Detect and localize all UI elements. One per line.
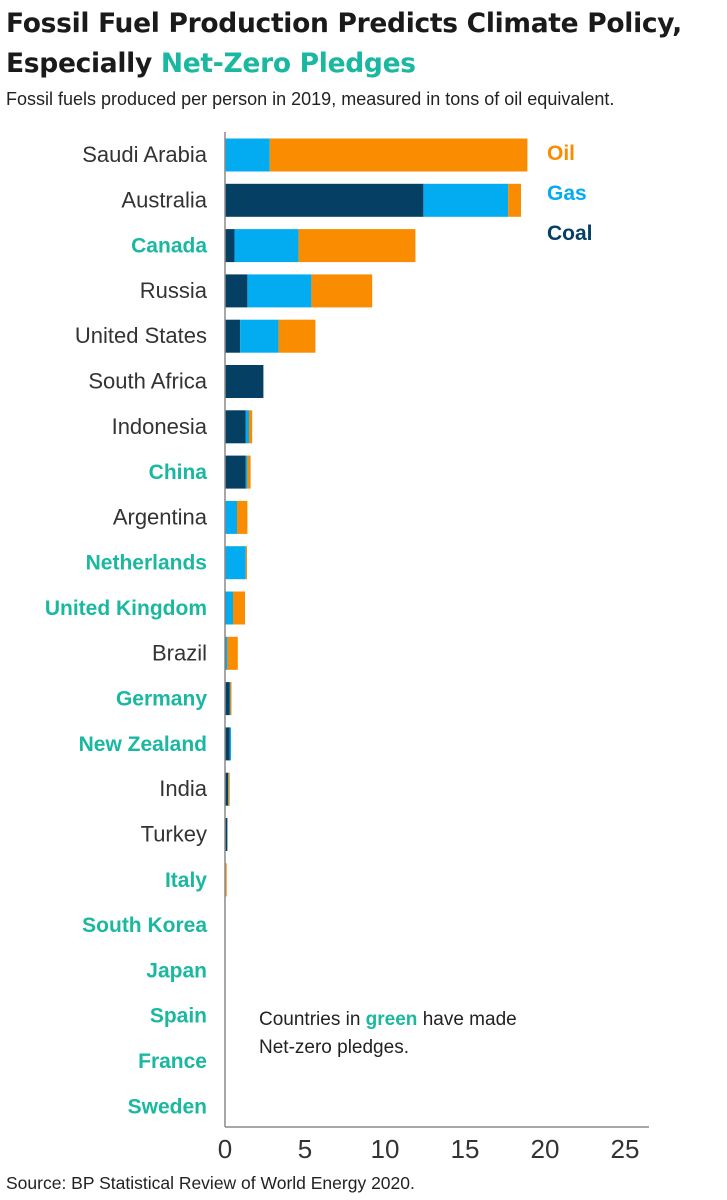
category-label-italy: Italy — [165, 869, 207, 892]
bar-new-zealand-gas — [229, 727, 231, 761]
title-prefix: Especially — [6, 48, 161, 79]
annotation-line-2: Net-zero pledges. — [259, 1037, 409, 1058]
bar-indonesia-oil — [249, 410, 253, 444]
title-accent: Net-Zero Pledges — [160, 48, 416, 79]
bar-saudi-arabia-gas — [225, 138, 270, 172]
category-label-south-korea: South Korea — [82, 914, 207, 937]
bar-china-gas — [245, 455, 248, 489]
bar-brazil-gas — [225, 636, 228, 670]
bar-india-coal — [225, 772, 229, 806]
bar-netherlands-gas — [225, 546, 246, 580]
bar-china-coal — [225, 455, 246, 489]
x-tick-label-20: 20 — [531, 1134, 560, 1164]
bar-argentina-oil — [237, 500, 248, 534]
legend-coal: Coal — [547, 222, 593, 245]
bar-united-states-coal — [225, 319, 241, 353]
title-line-1: Fossil Fuel Production Predicts Climate … — [6, 8, 682, 39]
bar-australia-coal — [225, 183, 424, 217]
category-label-sweden: Sweden — [128, 1095, 207, 1118]
bar-indonesia-gas — [245, 410, 249, 444]
pledge-annotation: Countries in green have made Net-zero pl… — [259, 1006, 579, 1062]
bar-south-africa-coal — [225, 365, 264, 398]
annotation-suffix: have made — [417, 1009, 517, 1030]
x-tick-label-5: 5 — [298, 1134, 312, 1164]
annotation-line-1: Countries in green have made — [259, 1006, 579, 1034]
category-label-saudi-arabia: Saudi Arabia — [82, 142, 208, 167]
category-label-japan: Japan — [146, 959, 207, 982]
bar-united-kingdom-oil — [233, 591, 245, 625]
bar-saudi-arabia-oil — [269, 138, 528, 172]
x-tick-label-0: 0 — [218, 1134, 232, 1164]
legend-oil: Oil — [547, 142, 575, 165]
bar-united-states-oil — [278, 319, 316, 353]
bar-russia-oil — [311, 274, 373, 308]
category-label-france: France — [138, 1050, 207, 1073]
x-tick-label-25: 25 — [611, 1134, 640, 1164]
category-label-germany: Germany — [116, 688, 207, 711]
bar-australia-gas — [423, 183, 509, 217]
category-label-russia: Russia — [140, 278, 208, 303]
bar-india-oil — [228, 772, 230, 806]
category-label-turkey: Turkey — [141, 822, 207, 847]
annotation-highlight: green — [365, 1009, 418, 1030]
bar-canada-coal — [225, 229, 235, 263]
bar-canada-oil — [298, 229, 416, 263]
x-axis: 0 5 10 15 20 25 — [218, 132, 649, 1164]
category-label-india: India — [159, 776, 207, 801]
category-label-south-africa: South Africa — [88, 369, 207, 394]
bar-russia-coal — [225, 274, 248, 308]
bar-russia-gas — [247, 274, 312, 308]
legend-gas: Gas — [547, 182, 587, 205]
bar-germany-coal — [225, 682, 230, 716]
category-label-netherlands: Netherlands — [86, 552, 207, 575]
category-label-argentina: Argentina — [113, 504, 208, 529]
legend: Oil Gas Coal — [547, 142, 593, 245]
bar-united-states-gas — [240, 319, 279, 353]
chart-subtitle: Fossil fuels produced per person in 2019… — [6, 89, 615, 109]
annotation-prefix: Countries in — [259, 1009, 366, 1030]
x-tick-label-15: 15 — [451, 1134, 480, 1164]
x-tick-label-10: 10 — [371, 1134, 400, 1164]
bar-turkey-coal — [225, 818, 228, 851]
bar-china-oil — [247, 455, 251, 489]
category-label-united-states: United States — [75, 323, 207, 348]
bar-brazil-oil — [227, 636, 238, 670]
bar-australia-oil — [508, 183, 521, 217]
bar-germany-oil — [230, 682, 232, 716]
category-label-indonesia: Indonesia — [112, 414, 208, 439]
category-label-spain: Spain — [150, 1005, 207, 1028]
category-label-australia: Australia — [121, 187, 207, 212]
category-label-united-kingdom: United Kingdom — [45, 597, 207, 620]
category-labels-group: Saudi Arabia Australia Canada Russia United … — [45, 142, 208, 1118]
bar-argentina-gas — [225, 500, 237, 534]
title-line-2: Especially Net-Zero Pledges — [6, 44, 721, 84]
category-label-brazil: Brazil — [152, 640, 207, 665]
bars-group — [225, 138, 528, 897]
bar-indonesia-coal — [225, 410, 246, 444]
category-label-new-zealand: New Zealand — [79, 733, 207, 756]
chart-title: Fossil Fuel Production Predicts Climate … — [6, 4, 721, 84]
source-note: Source: BP Statistical Review of World E… — [6, 1173, 415, 1193]
category-label-china: China — [149, 461, 208, 484]
bar-united-kingdom-gas — [225, 591, 233, 625]
bar-new-zealand-coal — [225, 727, 230, 761]
category-label-canada: Canada — [131, 235, 207, 258]
bar-canada-gas — [234, 229, 299, 263]
bar-netherlands-oil — [245, 546, 247, 580]
bar-italy-oil — [225, 863, 227, 897]
